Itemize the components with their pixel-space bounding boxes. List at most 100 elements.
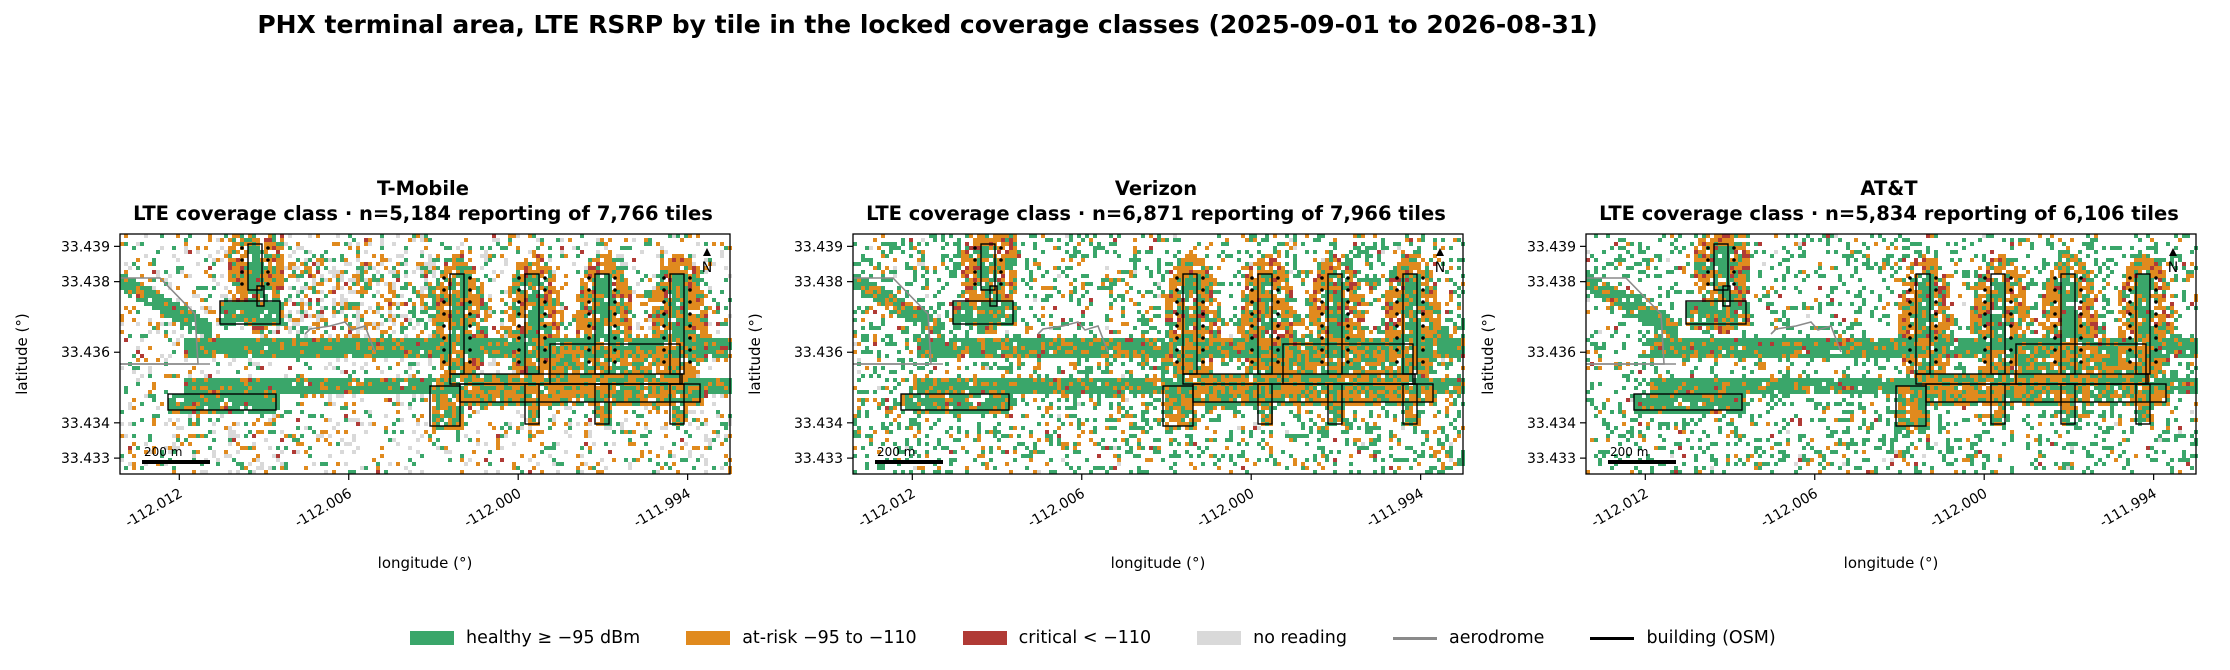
coverage-tile — [656, 326, 660, 330]
coverage-tile — [881, 250, 885, 254]
coverage-tile — [324, 366, 328, 370]
coverage-tile — [136, 294, 140, 298]
coverage-tile — [120, 318, 124, 322]
coverage-tile — [1149, 246, 1153, 250]
coverage-tile — [360, 286, 364, 290]
coverage-tile — [680, 390, 684, 394]
coverage-tile — [484, 398, 488, 402]
gate-dot — [517, 360, 521, 364]
coverage-tile — [344, 302, 348, 306]
coverage-tile — [240, 302, 244, 306]
coverage-tile — [292, 378, 296, 382]
coverage-tile — [676, 374, 680, 378]
coverage-tile — [532, 262, 536, 266]
coverage-tile — [424, 386, 428, 390]
coverage-tile — [376, 306, 380, 310]
coverage-tile — [260, 382, 264, 386]
coverage-tile — [620, 350, 624, 354]
coverage-tile — [284, 326, 288, 330]
coverage-tile — [220, 390, 224, 394]
coverage-tile — [540, 430, 544, 434]
coverage-tile — [168, 402, 172, 406]
coverage-tile — [252, 274, 256, 278]
coverage-tile — [340, 378, 344, 382]
coverage-tile — [328, 342, 332, 346]
coverage-tile — [404, 466, 408, 470]
coverage-tile — [660, 338, 664, 342]
coverage-tile — [300, 318, 304, 322]
coverage-tile — [672, 370, 676, 374]
coverage-tile — [704, 326, 708, 330]
coverage-tile — [188, 422, 192, 426]
coverage-tile — [624, 346, 628, 350]
coverage-tile — [700, 338, 704, 342]
coverage-tile — [416, 342, 420, 346]
coverage-tile — [376, 462, 380, 466]
coverage-tile — [1177, 250, 1181, 254]
coverage-tile — [548, 306, 552, 310]
coverage-tile — [600, 370, 604, 374]
coverage-tile — [176, 314, 180, 318]
coverage-tile — [560, 386, 564, 390]
coverage-tile — [508, 378, 512, 382]
coverage-tile — [480, 342, 484, 346]
coverage-tile — [496, 238, 500, 242]
coverage-tile — [124, 466, 128, 470]
coverage-tile — [660, 258, 664, 262]
gate-dot — [587, 300, 591, 304]
coverage-tile — [604, 334, 608, 338]
coverage-tile — [396, 394, 400, 398]
coverage-tile — [604, 402, 608, 406]
coverage-tile — [332, 266, 336, 270]
coverage-tile — [284, 242, 288, 246]
coverage-tile — [372, 378, 376, 382]
coverage-tile — [424, 326, 428, 330]
coverage-tile — [548, 338, 552, 342]
coverage-tile — [476, 438, 480, 442]
coverage-tile — [208, 446, 212, 450]
coverage-tile — [436, 350, 440, 354]
coverage-tile — [364, 386, 368, 390]
coverage-tile — [256, 246, 260, 250]
coverage-tile — [248, 374, 252, 378]
coverage-tile — [652, 386, 656, 390]
coverage-tile — [456, 342, 460, 346]
coverage-tile — [909, 242, 913, 246]
coverage-tile — [216, 258, 220, 262]
coverage-tile — [556, 370, 560, 374]
coverage-tile — [552, 378, 556, 382]
coverage-tile — [196, 326, 200, 330]
coverage-tile — [280, 234, 284, 238]
coverage-tile — [276, 262, 280, 266]
coverage-tile — [404, 318, 408, 322]
coverage-tile — [664, 394, 668, 398]
coverage-tile — [272, 330, 276, 334]
coverage-tile — [616, 398, 620, 402]
coverage-tile — [172, 350, 176, 354]
coverage-tile — [684, 362, 688, 366]
coverage-tile — [460, 350, 464, 354]
coverage-tile — [372, 382, 376, 386]
coverage-tile — [456, 318, 460, 322]
coverage-tile — [304, 354, 308, 358]
coverage-tile — [640, 250, 644, 254]
coverage-tile — [1045, 238, 1049, 242]
coverage-tile — [524, 374, 528, 378]
coverage-tile — [560, 286, 564, 290]
coverage-tile — [528, 302, 532, 306]
coverage-tile — [192, 290, 196, 294]
coverage-tile — [572, 394, 576, 398]
coverage-tile — [376, 302, 380, 306]
coverage-tile — [240, 254, 244, 258]
coverage-tile — [432, 330, 436, 334]
coverage-tile — [692, 418, 696, 422]
coverage-tile — [464, 370, 468, 374]
gate-dot — [613, 300, 617, 304]
coverage-tile — [448, 458, 452, 462]
coverage-tile — [344, 338, 348, 342]
coverage-tile — [696, 458, 700, 462]
coverage-tile — [652, 350, 656, 354]
coverage-tile — [340, 298, 344, 302]
coverage-tile — [252, 470, 256, 474]
coverage-tile — [496, 434, 500, 438]
